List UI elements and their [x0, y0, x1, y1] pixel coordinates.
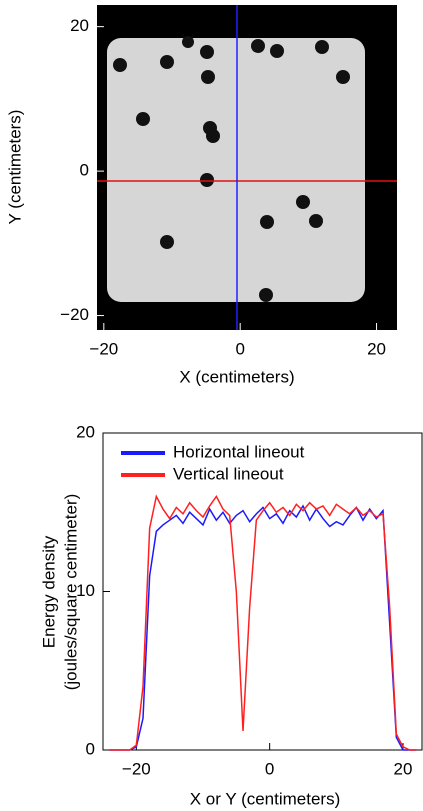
dot	[251, 39, 265, 53]
y-tick-label: 10	[76, 581, 95, 600]
image-square	[107, 38, 365, 302]
dot	[201, 70, 215, 84]
dot	[336, 70, 350, 84]
dot	[309, 214, 323, 228]
y-tick-label: 20	[76, 422, 95, 441]
dot	[206, 129, 220, 143]
dot	[315, 40, 329, 54]
dot	[182, 36, 194, 48]
y-tick-label: 20	[70, 16, 89, 35]
dots	[113, 36, 350, 302]
dot	[260, 215, 274, 229]
line-series	[109, 494, 417, 751]
dot	[296, 195, 310, 209]
x-tick-label: 0	[235, 339, 244, 358]
dot	[160, 235, 174, 249]
x-tick-label: 0	[265, 759, 274, 778]
y-tick-label: 0	[86, 739, 95, 758]
y-tick-label: 0	[80, 161, 89, 180]
line-series	[109, 504, 417, 751]
dot	[259, 288, 273, 302]
dot	[270, 44, 284, 58]
x-axis-label: X or Y (centimeters)	[190, 789, 341, 808]
y-axis-label: (joules/square centimeter)	[61, 494, 80, 691]
x-tick-label: 20	[394, 759, 413, 778]
legend-label: Horizontal lineout	[173, 442, 305, 461]
y-axis-label: Y (centimeters)	[5, 110, 24, 225]
dot	[160, 55, 174, 69]
dot	[200, 173, 214, 187]
x-tick-label: −20	[89, 339, 118, 358]
x-tick-label: 20	[367, 339, 386, 358]
dot	[136, 112, 150, 126]
x-axis-label: X (centimeters)	[179, 367, 294, 386]
x-tick-label: −20	[122, 759, 151, 778]
image-panel	[97, 5, 397, 330]
dot	[200, 45, 214, 59]
dot	[113, 58, 127, 72]
legend-label: Vertical lineout	[173, 464, 284, 483]
y-axis-label: Energy density	[39, 535, 58, 648]
y-tick-label: −20	[60, 305, 89, 324]
